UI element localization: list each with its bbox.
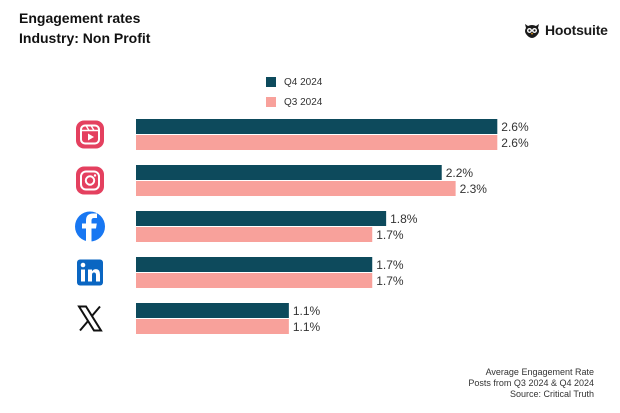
footer-period: Posts from Q3 2024 & Q4 2024 (468, 378, 594, 388)
data-label-q4-1: 2.2% (446, 166, 474, 180)
bar-q4-4 (136, 303, 289, 318)
owl-logo-icon (525, 24, 539, 38)
bar-q4-2 (136, 211, 387, 226)
instagram-icon (76, 166, 104, 195)
data-label-q3-2: 1.7% (376, 228, 404, 242)
bar-q3-0 (136, 135, 498, 150)
data-label-q3-1: 2.3% (460, 182, 488, 196)
legend-swatch-q3 (266, 97, 276, 107)
footer-metric: Average Engagement Rate (485, 367, 594, 377)
legend-swatch-q4 (266, 77, 276, 87)
data-label-q4-4: 1.1% (293, 304, 321, 318)
hootsuite-brand: Hootsuite (523, 22, 608, 38)
data-label-q3-4: 1.1% (293, 320, 321, 334)
legend-item-q3: Q3 2024 (266, 94, 322, 110)
linkedin-icon (77, 259, 103, 286)
legend-label-q4: Q4 2024 (284, 76, 323, 88)
footer-source: Source: Critical Truth (509, 389, 594, 399)
data-label-q3-0: 2.6% (501, 136, 529, 150)
data-label-q4-2: 1.8% (390, 212, 418, 226)
chart-footer: Average Engagement Rate Posts from Q3 20… (468, 367, 594, 400)
bar-q4-0 (136, 119, 498, 134)
facebook-icon (75, 211, 105, 242)
bar-q4-1 (136, 165, 442, 180)
bar-q3-1 (136, 181, 456, 196)
data-label-q4-0: 2.6% (501, 120, 529, 134)
legend-item-q4: Q4 2024 (266, 74, 322, 90)
chart-legend: Q4 2024 Q3 2024 (266, 74, 322, 114)
instagram-reels-icon (76, 120, 104, 149)
page-subtitle: Industry: Non Profit (19, 30, 151, 46)
bar-q3-4 (136, 319, 289, 334)
legend-label-q3: Q3 2024 (284, 96, 323, 108)
bar-q3-2 (136, 227, 373, 242)
brand-name: Hootsuite (545, 22, 608, 38)
data-label-q4-3: 1.7% (376, 258, 404, 272)
x-icon (77, 305, 103, 332)
bar-q3-3 (136, 273, 373, 288)
data-label-q3-3: 1.7% (376, 274, 404, 288)
page-title: Engagement rates (19, 10, 141, 26)
bar-q4-3 (136, 257, 373, 272)
